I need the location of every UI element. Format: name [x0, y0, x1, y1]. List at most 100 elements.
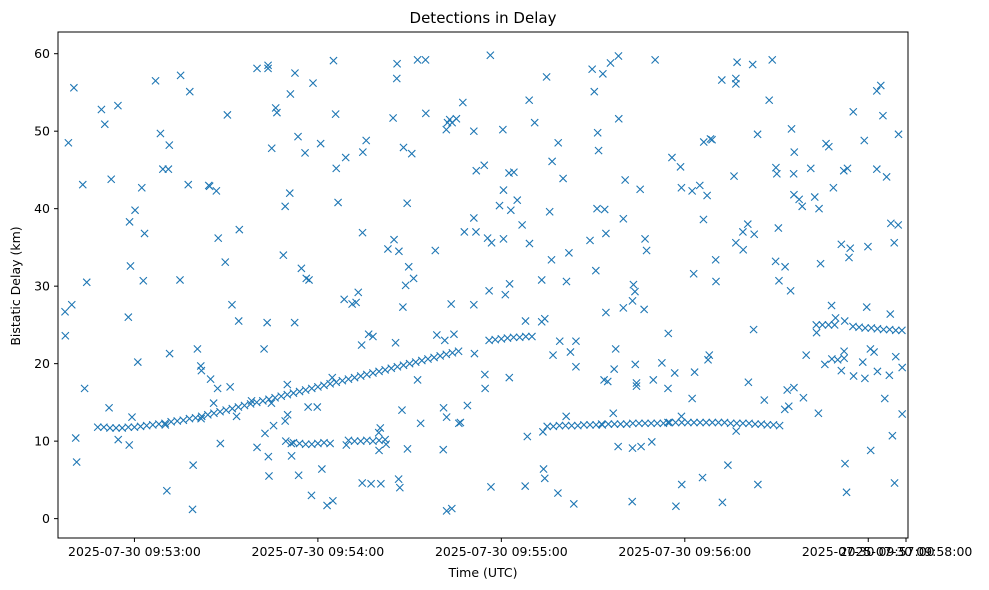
data-point-clutter — [628, 497, 637, 506]
data-point-clutter — [886, 310, 895, 319]
data-point-clutter — [140, 229, 149, 238]
data-point-clutter — [636, 185, 645, 194]
data-point-flat-track — [543, 422, 552, 431]
data-point-clutter — [840, 317, 849, 326]
data-point-clutter — [598, 69, 607, 78]
data-point-clutter — [774, 224, 783, 233]
data-point-clutter — [885, 371, 894, 380]
data-point-clutter — [480, 370, 489, 379]
data-point-clutter — [264, 472, 273, 480]
data-point-clutter — [566, 348, 575, 357]
data-point-clutter — [882, 172, 891, 181]
data-point-clutter — [688, 186, 697, 195]
data-point-clutter — [440, 336, 449, 345]
data-point-clutter — [647, 437, 656, 446]
data-point-flat-track — [586, 420, 595, 429]
y-axis: 0 10 20 30 40 50 60 — [34, 46, 58, 526]
data-point-clutter — [235, 225, 244, 234]
data-point-clutter — [64, 138, 73, 147]
data-point-clutter — [328, 373, 337, 382]
data-point-flat-track — [738, 419, 747, 428]
data-point-clutter — [688, 394, 697, 403]
data-point-clutter — [748, 60, 757, 69]
data-point-clutter — [304, 403, 313, 412]
data-point-target-track — [417, 356, 426, 365]
data-point-clutter — [368, 332, 377, 341]
data-point-clutter — [209, 399, 218, 408]
data-point-clutter — [886, 219, 895, 228]
data-point-flat-track — [677, 418, 686, 427]
data-point-target-track — [112, 423, 121, 432]
data-point-clutter — [316, 139, 325, 148]
data-point-clutter — [161, 420, 170, 429]
data-point-clutter — [131, 206, 140, 215]
data-point-clutter — [730, 172, 739, 181]
data-point-clutter — [61, 331, 70, 340]
data-point-clutter — [878, 111, 887, 120]
data-point-flat-track — [726, 419, 735, 428]
data-point-clutter — [771, 163, 780, 172]
data-point-clutter — [421, 109, 430, 118]
data-point-clutter — [705, 351, 714, 360]
data-point-target-track — [320, 381, 328, 390]
data-point-clutter — [738, 227, 747, 236]
data-point-clutter — [431, 246, 440, 255]
data-point-clutter — [156, 129, 165, 138]
data-point-clutter — [690, 368, 699, 377]
data-point-clutter — [432, 330, 441, 339]
data-point-segment-25 — [818, 320, 827, 329]
data-point-clutter — [362, 136, 371, 145]
data-point-clutter — [341, 153, 350, 162]
y-tick-label: 40 — [34, 201, 50, 216]
data-point-clutter — [439, 403, 448, 412]
data-point-clutter — [784, 402, 793, 411]
data-point-clutter — [783, 386, 792, 394]
data-point-clutter — [677, 480, 686, 489]
data-point-clutter — [525, 96, 534, 105]
data-point-clutter — [374, 428, 383, 437]
data-point-clutter — [787, 124, 796, 133]
data-point-clutter — [649, 375, 658, 384]
data-point-target-track — [356, 372, 365, 381]
data-point-clutter — [227, 300, 236, 309]
data-point-clutter — [521, 482, 530, 491]
data-point-clutter — [663, 418, 672, 427]
x-axis: 2025-07-30 09:53:00 2025-07-30 09:54:00 20… — [68, 538, 972, 559]
data-point-target-track — [216, 407, 225, 416]
data-point-clutter — [206, 375, 215, 384]
data-point-clutter — [810, 193, 819, 202]
data-point-clutter — [597, 420, 606, 429]
data-point-clutter — [391, 338, 400, 347]
data-point-target-track — [179, 416, 188, 425]
data-point-target-track — [405, 359, 414, 368]
data-point-target-track — [454, 347, 463, 356]
data-point-flat-track — [775, 421, 784, 430]
data-point-clutter — [569, 499, 578, 508]
data-point-segment-23 — [509, 333, 518, 342]
data-point-clutter — [553, 489, 562, 498]
data-point-clutter — [820, 360, 829, 369]
data-point-clutter — [309, 79, 317, 88]
data-point-clutter — [332, 164, 341, 173]
data-point-clutter — [271, 103, 280, 112]
data-point-clutter — [471, 227, 480, 236]
data-point-clutter — [297, 264, 306, 273]
data-point-clutter — [376, 479, 385, 488]
data-point-clutter — [340, 295, 349, 304]
data-point-clutter — [395, 483, 404, 492]
data-point-clutter — [232, 412, 241, 421]
data-point-clutter — [588, 65, 597, 74]
x-tick-label: 2025-07-30 09:58:00 — [840, 544, 973, 559]
data-point-segment-25 — [830, 320, 839, 329]
data-point-clutter — [521, 317, 530, 326]
data-point-clutter — [677, 183, 686, 192]
data-point-clutter — [125, 217, 134, 226]
data-point-clutter — [67, 300, 76, 309]
data-point-clutter — [376, 423, 385, 432]
data-point-clutter — [619, 214, 628, 223]
data-point-clutter — [272, 108, 281, 117]
data-point-clutter — [632, 379, 641, 388]
data-point-clutter — [870, 348, 879, 357]
data-point-clutter — [403, 199, 412, 208]
data-point-clutter — [133, 358, 142, 367]
